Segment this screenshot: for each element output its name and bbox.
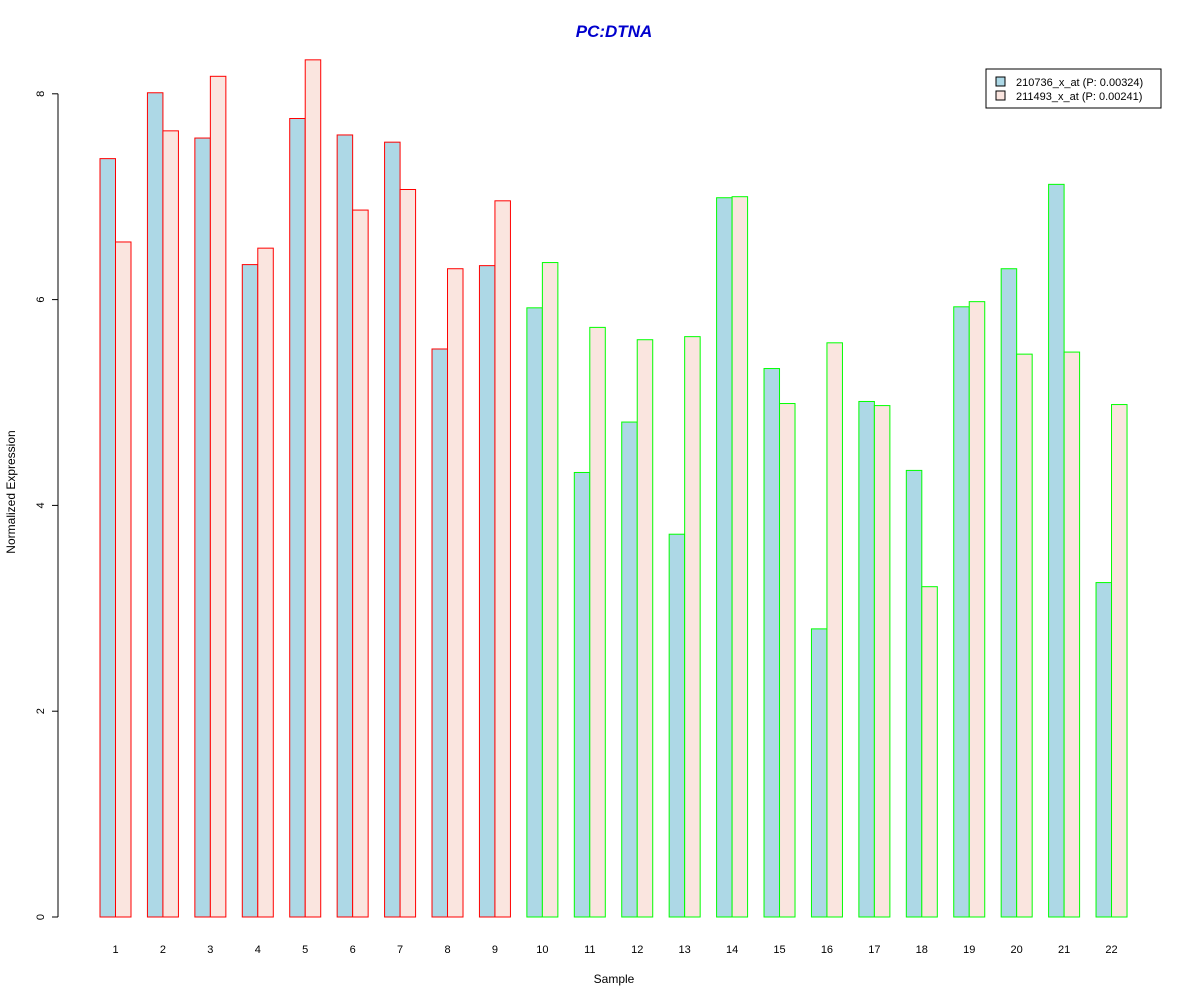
y-axis-label: Normalized Expression — [4, 430, 18, 553]
chart-title: PC:DTNA — [576, 22, 653, 41]
bar-22-series-2 — [1111, 404, 1128, 918]
x-tick-label: 14 — [726, 944, 738, 956]
bar-6-series-2 — [352, 209, 369, 918]
bar-21-series-1 — [1048, 183, 1065, 918]
bar-11-series-2 — [589, 326, 606, 918]
bar-14-series-1 — [716, 197, 733, 918]
x-tick-label: 9 — [492, 944, 498, 956]
bar-10-series-2 — [541, 262, 559, 918]
bar-2-series-1 — [146, 92, 164, 918]
x-tick-label: 18 — [916, 944, 928, 956]
bar-17-series-2 — [873, 405, 891, 918]
x-tick-label: 11 — [584, 944, 595, 956]
bar-19-series-2 — [968, 301, 986, 918]
bar-7-series-1 — [384, 141, 401, 918]
x-tick-label: 12 — [631, 944, 643, 956]
x-tick-label: 15 — [773, 944, 785, 956]
bar-16-series-1 — [810, 628, 828, 918]
y-tick-label: 4 — [35, 502, 47, 508]
bars — [99, 59, 1128, 918]
bar-3-series-1 — [194, 137, 211, 918]
bar-1-series-1 — [99, 158, 116, 918]
x-tick-label: 19 — [963, 944, 975, 956]
legend-label: 210736_x_at (P: 0.00324) — [1016, 77, 1143, 89]
x-axis-tick-labels: 1 2 3 4 5 6 7 8 9 10 11 12 13 14 15 16 17 18 19 20 21 22 — [112, 944, 1117, 956]
bar-12-series-2 — [636, 339, 654, 918]
bar-21-series-2 — [1063, 351, 1081, 918]
y-tick-label: 6 — [35, 297, 47, 303]
bar-7-series-2 — [399, 188, 417, 918]
y-tick-label: 2 — [35, 708, 47, 714]
bar-20-series-1 — [1000, 268, 1018, 918]
bar-18-series-2 — [921, 586, 938, 918]
bar-2-series-2 — [162, 130, 179, 918]
bar-11-series-1 — [573, 471, 591, 918]
bar-6-series-1 — [336, 134, 354, 918]
x-tick-label: 3 — [207, 944, 213, 956]
bar-12-series-1 — [621, 421, 638, 918]
bar-14-series-2 — [731, 196, 749, 918]
bar-9-series-1 — [478, 265, 496, 918]
x-tick-label: 13 — [679, 944, 691, 956]
bar-4-series-1 — [241, 264, 259, 918]
bar-9-series-2 — [494, 200, 511, 918]
x-tick-label: 5 — [302, 944, 308, 956]
bar-5-series-2 — [304, 59, 322, 918]
bar-3-series-2 — [209, 75, 227, 918]
legend-label: 211493_x_at (P: 0.00241) — [1016, 91, 1142, 103]
bar-13-series-2 — [684, 336, 701, 918]
legend-box — [985, 68, 1162, 109]
x-tick-label: 20 — [1011, 944, 1023, 956]
x-tick-label: 6 — [350, 944, 356, 956]
y-axis: 0 2 4 6 8 — [35, 91, 59, 920]
bar-17-series-1 — [858, 400, 875, 918]
bar-8-series-2 — [447, 268, 464, 918]
x-tick-label: 7 — [397, 944, 403, 956]
x-tick-label: 1 — [112, 944, 118, 956]
bar-19-series-1 — [953, 306, 970, 918]
legend: 210736_x_at (P: 0.00324) 211493_x_at (P: … — [985, 68, 1162, 109]
x-tick-label: 4 — [255, 944, 261, 956]
bar-20-series-2 — [1016, 353, 1033, 918]
bar-8-series-1 — [431, 348, 449, 918]
bar-1-series-2 — [115, 241, 132, 918]
x-tick-label: 21 — [1058, 944, 1070, 956]
bar-15-series-2 — [779, 403, 796, 918]
legend-swatch — [995, 76, 1006, 87]
x-tick-label: 16 — [821, 944, 833, 956]
x-tick-label: 17 — [868, 944, 880, 956]
bar-10-series-1 — [526, 307, 543, 918]
bar-4-series-2 — [257, 247, 274, 918]
bar-16-series-2 — [826, 342, 843, 918]
legend-swatch — [995, 90, 1006, 101]
y-tick-label: 8 — [35, 91, 47, 97]
x-tick-label: 22 — [1105, 944, 1117, 956]
bar-22-series-1 — [1095, 582, 1113, 918]
x-axis-label: Sample — [594, 972, 635, 986]
x-tick-label: 10 — [536, 944, 548, 956]
y-tick-label: 0 — [35, 914, 47, 920]
bar-5-series-1 — [289, 117, 306, 918]
x-tick-label: 8 — [444, 944, 450, 956]
bar-18-series-1 — [905, 469, 923, 918]
bar-15-series-1 — [763, 368, 781, 918]
x-tick-label: 2 — [160, 944, 166, 956]
bar-13-series-1 — [668, 533, 686, 918]
